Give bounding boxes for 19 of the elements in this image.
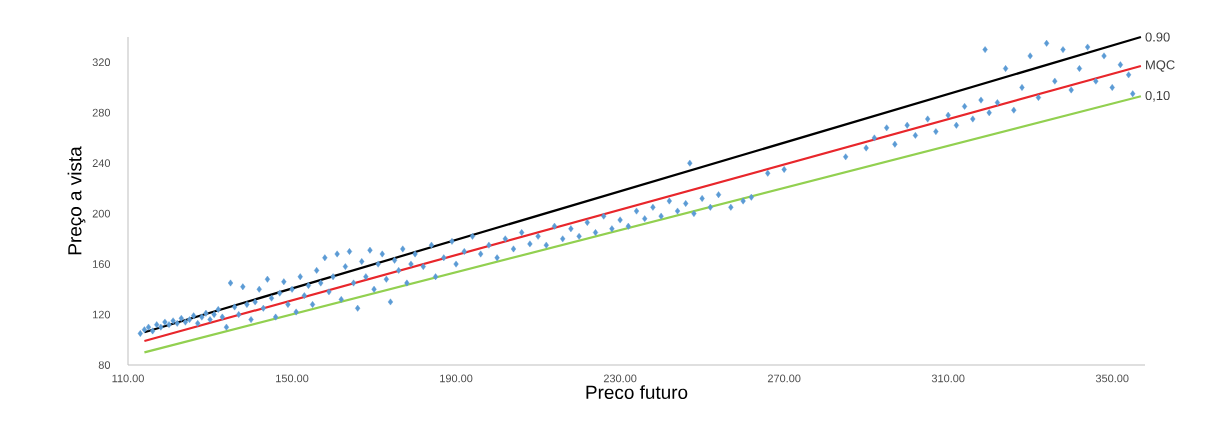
y-tick-label: 120 (93, 310, 111, 319)
y-tick-label: 240 (92, 159, 111, 168)
x-axis-title: Preco futuro (586, 385, 688, 399)
x-tick-label: 310.00 (931, 374, 965, 383)
x-tick-label: 110.00 (112, 374, 144, 383)
series-label: MQC (1146, 60, 1175, 72)
series-label: 0.90 (1145, 32, 1170, 42)
x-tick-label: 270.00 (767, 374, 801, 383)
x-tick-label: 190.00 (440, 374, 473, 383)
y-axis-title: Preço a vista (67, 146, 86, 255)
x-tick-label: 230.00 (603, 374, 637, 383)
y-tick-label: 280 (92, 108, 111, 117)
x-tick-label: 150.00 (276, 374, 309, 383)
y-tick-label: 320 (92, 58, 111, 67)
series-label: 0,10 (1145, 90, 1170, 102)
y-tick-label: 160 (93, 260, 111, 268)
y-tick-label: 80 (98, 361, 111, 369)
x-tick-label: 350.00 (1095, 374, 1129, 383)
y-tick-label: 200 (92, 209, 111, 218)
